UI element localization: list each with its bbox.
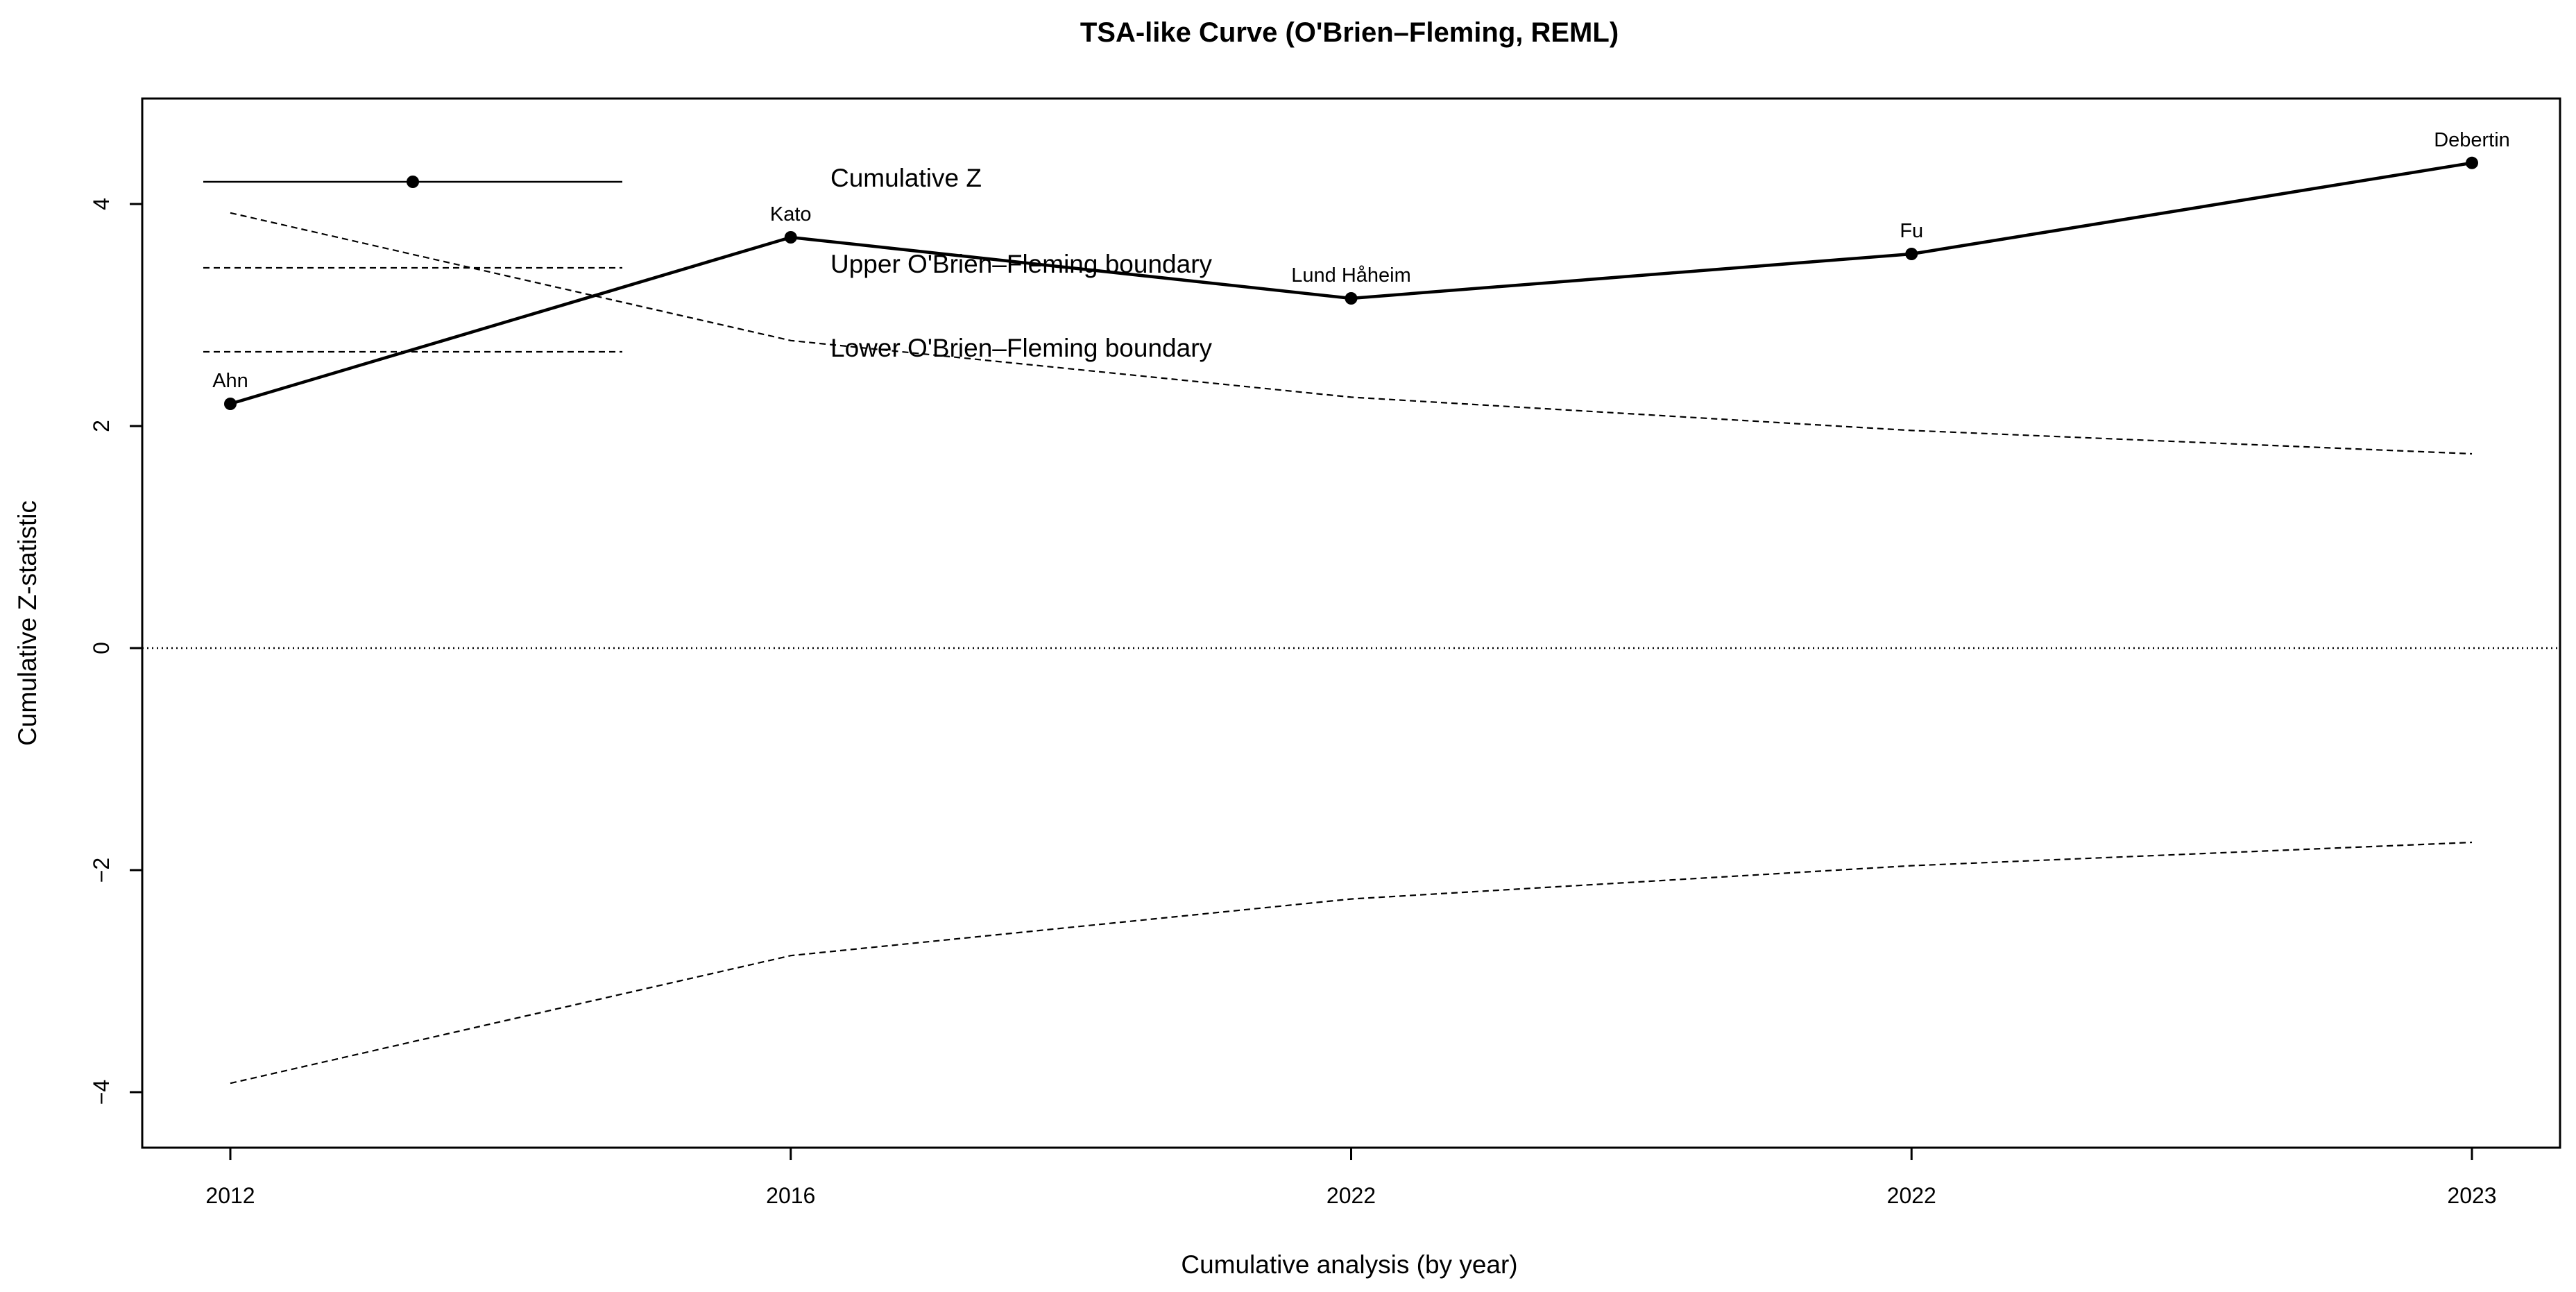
x-tick-label: 2012 [205, 1183, 255, 1208]
data-point [224, 398, 237, 410]
data-point [784, 231, 797, 244]
data-point [1905, 248, 1918, 260]
y-axis: −4 −2 0 2 4 [89, 198, 142, 1105]
x-axis: 2012 2016 2022 2022 2023 [205, 1148, 2497, 1208]
x-tick-label: 2022 [1327, 1183, 1376, 1208]
legend: Cumulative Z Upper O'Brien–Fleming bounda… [203, 164, 1213, 362]
y-tick-label: −2 [89, 858, 114, 883]
legend-label: Cumulative Z [830, 164, 982, 192]
legend-point-marker [407, 176, 419, 188]
upper-boundary-line [230, 212, 2473, 455]
data-point [2466, 156, 2478, 169]
x-tick-label: 2023 [2447, 1183, 2496, 1208]
y-tick-label: −4 [89, 1080, 114, 1105]
study-label: Lund Håheim [1291, 264, 1411, 287]
data-points: Ahn Kato Lund Håheim Fu Debertin [212, 129, 2510, 410]
study-label: Fu [1900, 220, 1923, 242]
study-label: Debertin [2434, 129, 2510, 151]
x-tick-label: 2016 [766, 1183, 815, 1208]
x-axis-label: Cumulative analysis (by year) [1181, 1250, 1517, 1279]
study-label: Kato [770, 203, 812, 226]
chart-title: TSA-like Curve (O'Brien–Fleming, REML) [1080, 17, 1619, 48]
y-tick-label: 0 [89, 642, 114, 654]
study-label: Ahn [212, 370, 248, 392]
y-tick-label: 2 [89, 420, 114, 432]
data-point [1345, 292, 1358, 305]
y-tick-label: 4 [89, 198, 114, 210]
y-axis-label: Cumulative Z-statistic [13, 500, 42, 746]
lower-boundary-line [230, 841, 2473, 1085]
legend-label: Upper O'Brien–Fleming boundary [830, 250, 1213, 278]
legend-label: Lower O'Brien–Fleming boundary [830, 334, 1213, 362]
x-tick-label: 2022 [1887, 1183, 1936, 1208]
